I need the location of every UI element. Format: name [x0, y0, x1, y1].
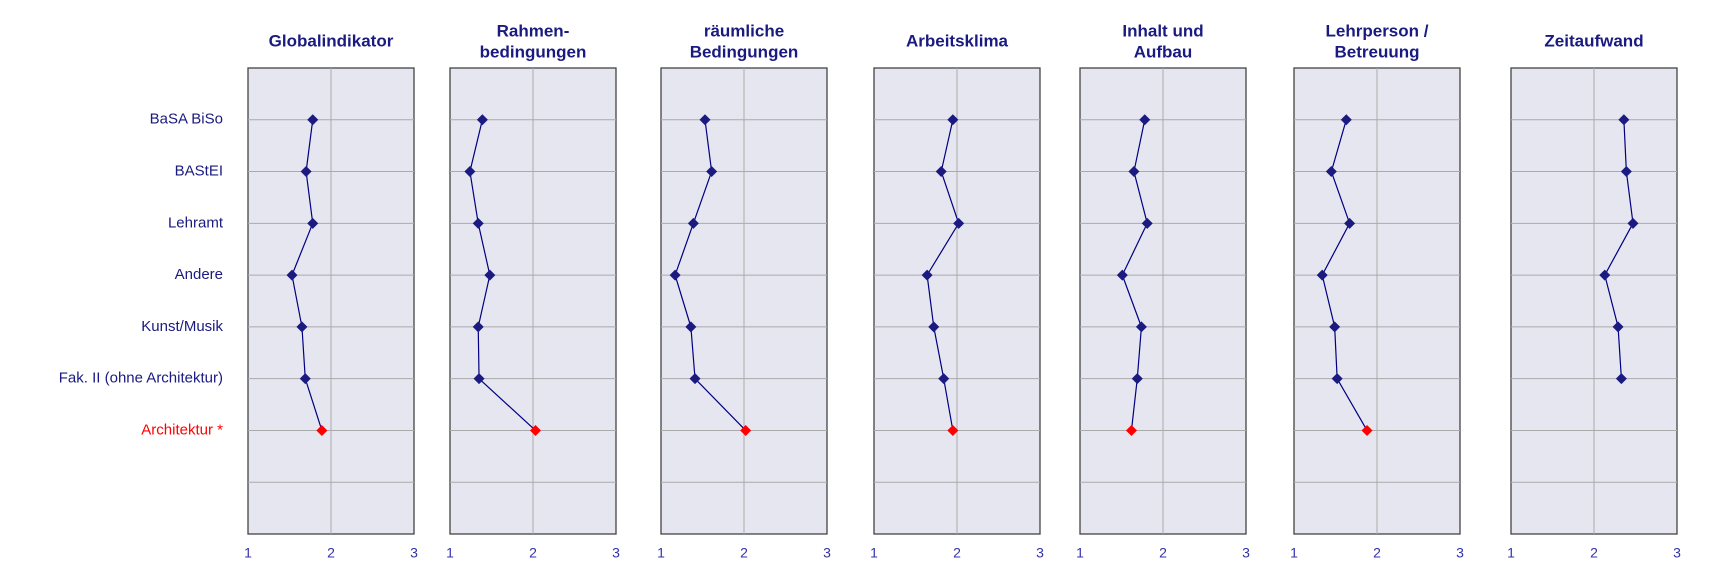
- x-tick-label: 2: [1373, 545, 1381, 561]
- point: [935, 166, 947, 178]
- x-tick-label: 2: [1159, 545, 1167, 561]
- series-line: [1604, 119, 1634, 379]
- point: [307, 114, 319, 126]
- point: [1361, 424, 1373, 436]
- point: [1141, 217, 1153, 229]
- panel-title: Arbeitsklima: [906, 31, 1009, 50]
- x-tick-label: 1: [870, 545, 878, 561]
- point: [1331, 373, 1343, 385]
- point: [1131, 373, 1143, 385]
- point: [938, 373, 950, 385]
- point: [464, 166, 476, 178]
- point: [953, 217, 965, 229]
- row-label: Architektur *: [141, 421, 223, 438]
- panel-title: räumliche: [704, 21, 784, 40]
- row-label: Andere: [175, 266, 223, 283]
- x-tick-label: 2: [740, 545, 748, 561]
- x-tick-label: 1: [1290, 545, 1298, 561]
- point: [1344, 217, 1356, 229]
- point: [299, 373, 311, 385]
- point: [1620, 166, 1632, 178]
- x-tick-label: 3: [1242, 545, 1250, 561]
- x-tick-label: 1: [244, 545, 252, 561]
- x-tick-label: 3: [612, 545, 620, 561]
- point: [1116, 269, 1128, 281]
- point: [307, 217, 319, 229]
- x-tick-label: 3: [410, 545, 418, 561]
- panel-title: Zeitaufwand: [1544, 31, 1643, 50]
- point: [1615, 373, 1627, 385]
- point: [669, 269, 681, 281]
- point: [706, 166, 718, 178]
- point: [921, 269, 933, 281]
- point: [473, 373, 485, 385]
- x-tick-label: 1: [1507, 545, 1515, 561]
- row-label: BaSA BiSo: [150, 111, 223, 128]
- point: [1612, 321, 1624, 333]
- panel-title: Rahmen-: [497, 21, 570, 40]
- panel-title: Lehrperson /: [1326, 21, 1429, 40]
- point: [685, 321, 697, 333]
- x-tick-label: 3: [1036, 545, 1044, 561]
- point: [1316, 269, 1328, 281]
- point: [1599, 269, 1611, 281]
- point: [296, 321, 308, 333]
- point: [1125, 424, 1137, 436]
- point: [687, 217, 699, 229]
- point: [472, 321, 484, 333]
- point: [300, 166, 312, 178]
- panel-title: Aufbau: [1134, 42, 1193, 61]
- x-tick-label: 2: [1590, 545, 1598, 561]
- x-tick-label: 2: [529, 545, 537, 561]
- x-tick-label: 3: [1456, 545, 1464, 561]
- point: [1618, 114, 1630, 126]
- point: [1627, 217, 1639, 229]
- panel-title: Globalindikator: [269, 31, 394, 50]
- x-tick-label: 2: [327, 545, 335, 561]
- row-label: Fak. II (ohne Architektur): [59, 370, 223, 387]
- row-label: Kunst/Musik: [141, 318, 223, 335]
- point: [476, 114, 488, 126]
- point: [472, 217, 484, 229]
- panel-title: bedingungen: [480, 42, 587, 61]
- x-tick-label: 2: [953, 545, 961, 561]
- panel-title: Betreuung: [1335, 42, 1420, 61]
- point: [1128, 166, 1140, 178]
- x-tick-label: 3: [823, 545, 831, 561]
- point: [928, 321, 940, 333]
- point: [699, 114, 711, 126]
- point: [1325, 166, 1337, 178]
- row-label: Lehramt: [168, 214, 224, 231]
- x-tick-label: 1: [1076, 545, 1084, 561]
- point: [316, 424, 328, 436]
- point: [1135, 321, 1147, 333]
- point: [1340, 114, 1352, 126]
- point: [1329, 321, 1341, 333]
- point: [947, 424, 959, 436]
- panel-title: Bedingungen: [690, 42, 799, 61]
- point: [1139, 114, 1151, 126]
- row-label: BAStEI: [175, 163, 223, 180]
- point: [529, 424, 541, 436]
- point: [689, 373, 701, 385]
- panel-title: Inhalt und: [1122, 21, 1203, 40]
- x-tick-label: 1: [657, 545, 665, 561]
- point: [740, 424, 752, 436]
- x-tick-label: 3: [1673, 545, 1681, 561]
- point: [484, 269, 496, 281]
- x-tick-label: 1: [446, 545, 454, 561]
- point: [947, 114, 959, 126]
- point: [286, 269, 298, 281]
